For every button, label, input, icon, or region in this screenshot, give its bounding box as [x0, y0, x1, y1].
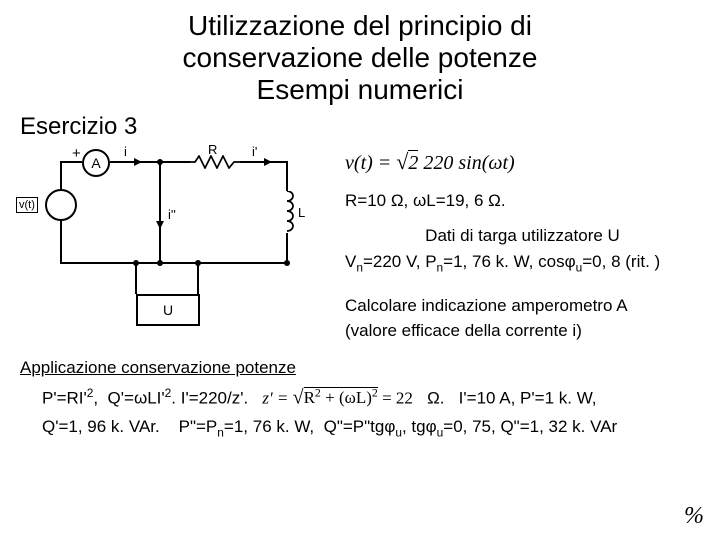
- text-block: v(t) = √2 220 sin(ωt) R=10 Ω, ωL=19, 6 Ω…: [345, 145, 700, 344]
- current-i: i: [124, 144, 127, 159]
- given-values-2: Vn=220 V, Pn=1, 76 k. W, cosφu=0, 8 (rit…: [345, 249, 700, 277]
- ammeter: A: [82, 149, 110, 177]
- exercise-label: Esercizio 3: [20, 113, 700, 141]
- formula-vt: v(t) = √2 220 sin(ωt): [345, 145, 700, 178]
- calc-line-2: Q'=1, 96 k. VAr. P"=Pn=1, 76 k. W, Q"=P"…: [42, 417, 700, 439]
- load-u: U: [136, 294, 200, 326]
- section-heading: Applicazione conservazione potenze: [20, 358, 700, 378]
- given-title: Dati di targa utilizzatore U: [345, 223, 700, 249]
- voltage-source: [45, 189, 77, 221]
- slide-title: Utilizzazione del principio di conservaz…: [20, 10, 700, 107]
- given-values-1: R=10 Ω, ωL=19, 6 Ω.: [345, 188, 700, 214]
- vt-label: v(t): [16, 197, 38, 213]
- calc-line-1: P'=RI'2, Q'=ωLI'2. I'=220/z'. z' = √R2 +…: [42, 386, 700, 410]
- inductor-label: L: [298, 205, 305, 220]
- resistor-label: R: [208, 142, 217, 157]
- percent-icon: %: [684, 503, 704, 530]
- current-iprime: i': [252, 144, 257, 159]
- circuit-diagram: + A i R i': [20, 147, 320, 337]
- task-line-2: (valore efficace della corrente i): [345, 318, 700, 344]
- task-line-1: Calcolare indicazione amperometro A: [345, 293, 700, 319]
- current-idprime: i'': [168, 207, 176, 222]
- plus-label: +: [72, 145, 81, 162]
